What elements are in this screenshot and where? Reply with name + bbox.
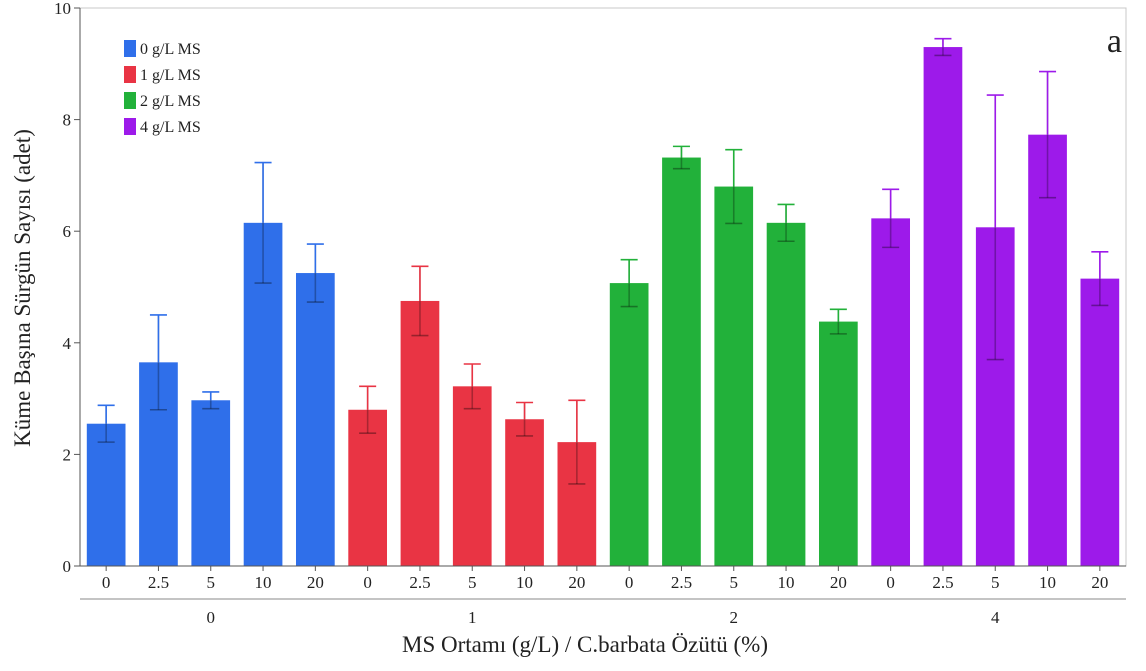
x-tick-label: 0 (886, 573, 895, 592)
bar (557, 442, 597, 566)
plot-border (79, 7, 1127, 567)
x-group-label: 4 (991, 608, 1000, 627)
bar (818, 321, 858, 566)
error-bar (1039, 70, 1057, 199)
bar (295, 273, 335, 566)
bars-layer (86, 47, 1120, 567)
legend: 0 g/L MS 1 g/L MS 2 g/L MS 4 g/L MS (124, 40, 201, 136)
error-bar (725, 148, 743, 225)
legend-swatch (124, 118, 136, 135)
x-tick-label: 0 (363, 573, 372, 592)
error-bar (568, 399, 586, 485)
x-group-label: 1 (468, 608, 477, 627)
x-tick-label: 2.5 (932, 573, 953, 592)
error-bar (97, 404, 115, 443)
y-axis-title: Küme Başına Sürgün Sayısı (adet) (10, 129, 35, 447)
x-tick-label: 2.5 (148, 573, 169, 592)
error-bar (359, 385, 377, 434)
legend-label: 1 g/L MS (140, 67, 201, 84)
x-tick-label: 20 (830, 573, 847, 592)
x-tick-label: 10 (255, 573, 272, 592)
y-tick-label: 4 (63, 334, 72, 353)
error-bar (149, 314, 167, 411)
bar (348, 409, 388, 566)
y-tick-label: 6 (63, 222, 72, 241)
error-bar (829, 308, 847, 335)
bar (400, 300, 440, 566)
x-tick-label: 5 (207, 573, 216, 592)
plot-frame (79, 7, 1127, 567)
x-tick-label: 10 (1039, 573, 1056, 592)
bar (505, 419, 544, 566)
error-bars-layer (97, 37, 1109, 485)
bar (609, 283, 649, 566)
bar (871, 218, 911, 566)
legend-label: 0 g/L MS (140, 41, 201, 58)
x-tick-label: 20 (568, 573, 585, 592)
error-bar (463, 363, 481, 410)
panel-label: a (1107, 23, 1122, 60)
legend-swatch (124, 66, 136, 83)
x-axis-title: MS Ortamı (g/L) / C.barbata Özütü (%) (402, 632, 768, 657)
x-tick-label: 0 (625, 573, 634, 592)
x-group-label: 2 (730, 608, 739, 627)
x-tick-label: 0 (102, 573, 111, 592)
x-group-label: 0 (207, 608, 216, 627)
bar (1080, 278, 1120, 566)
error-bar (882, 188, 900, 249)
error-bar (986, 94, 1004, 361)
error-bar (620, 258, 638, 308)
error-bar (411, 265, 429, 337)
y-tick-label: 0 (63, 557, 72, 576)
bar (766, 222, 806, 566)
legend-label: 2 g/L MS (140, 93, 201, 110)
x-tick-label: 5 (991, 573, 1000, 592)
error-bar (934, 37, 952, 57)
bar (975, 227, 1015, 566)
error-bar (672, 145, 690, 170)
legend-swatch (124, 92, 136, 109)
error-bar (254, 161, 272, 284)
error-bar (202, 391, 220, 410)
bar (662, 157, 701, 566)
x-tick-label: 10 (778, 573, 795, 592)
y-tick-label: 10 (54, 0, 71, 18)
bar (1028, 134, 1067, 566)
x-tick-label: 2.5 (409, 573, 430, 592)
x-tick-label: 5 (468, 573, 477, 592)
error-bar (1091, 251, 1109, 307)
error-bar (777, 203, 795, 243)
x-tick-label: 20 (1091, 573, 1108, 592)
x-tick-label: 5 (730, 573, 739, 592)
legend-swatch (124, 40, 136, 57)
y-tick-label: 2 (63, 445, 72, 464)
x-tick-label: 20 (307, 573, 324, 592)
bar (191, 400, 231, 566)
x-tick-label: 2.5 (671, 573, 692, 592)
y-tick-label: 8 (63, 111, 72, 130)
error-bar (306, 243, 324, 303)
legend-label: 4 g/L MS (140, 119, 201, 136)
bar (452, 386, 492, 566)
y-axis: 0 2 4 6 8 10 (54, 0, 81, 576)
bar (243, 222, 283, 566)
bar (714, 186, 754, 566)
bar (139, 362, 178, 566)
error-bar (516, 401, 534, 437)
x-tick-label: 10 (516, 573, 533, 592)
bar (923, 47, 963, 567)
bar (86, 423, 126, 566)
